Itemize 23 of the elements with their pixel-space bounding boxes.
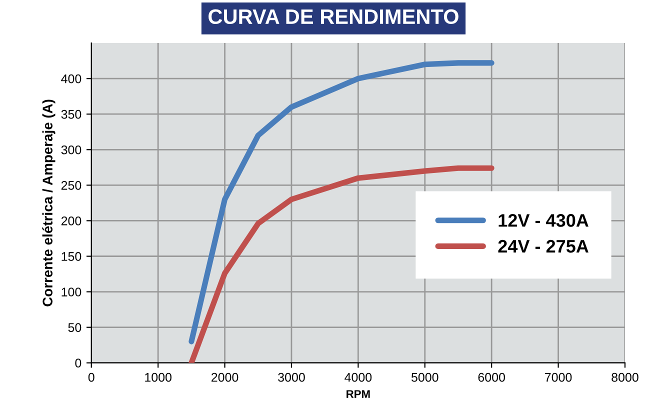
x-tick-label: 8000 — [612, 372, 638, 382]
y-tick-label: 300 — [61, 145, 82, 154]
x-tick-label: 1000 — [145, 372, 172, 382]
y-tick-label: 50 — [68, 323, 82, 332]
chart-title: CURVA DE RENDIMENTO — [208, 9, 458, 24]
legend-label: 12V - 430A — [498, 214, 588, 227]
y-tick-label: 350 — [61, 110, 82, 119]
x-tick-label: 4000 — [344, 372, 372, 382]
y-tick-label: 100 — [62, 288, 82, 296]
y-tick-label: 400 — [61, 74, 82, 84]
x-tick-label: 5000 — [411, 372, 438, 382]
x-axis-title: RPM — [346, 390, 370, 398]
y-axis-title: Corrente elétrica / Amperaje (A) — [42, 100, 56, 306]
y-tick-label: 250 — [61, 180, 82, 190]
legend-label: 24V - 275A — [498, 240, 588, 253]
y-tick-label: 200 — [61, 216, 82, 226]
x-tick-label: 0 — [88, 372, 94, 382]
y-tick-label: 150 — [62, 252, 82, 261]
x-tick-label: 3000 — [278, 372, 305, 382]
y-tick-label: 0 — [75, 358, 82, 368]
x-tick-label: 7000 — [545, 372, 572, 382]
x-tick-label: 6000 — [478, 372, 505, 382]
x-tick-label: 2000 — [212, 372, 238, 382]
